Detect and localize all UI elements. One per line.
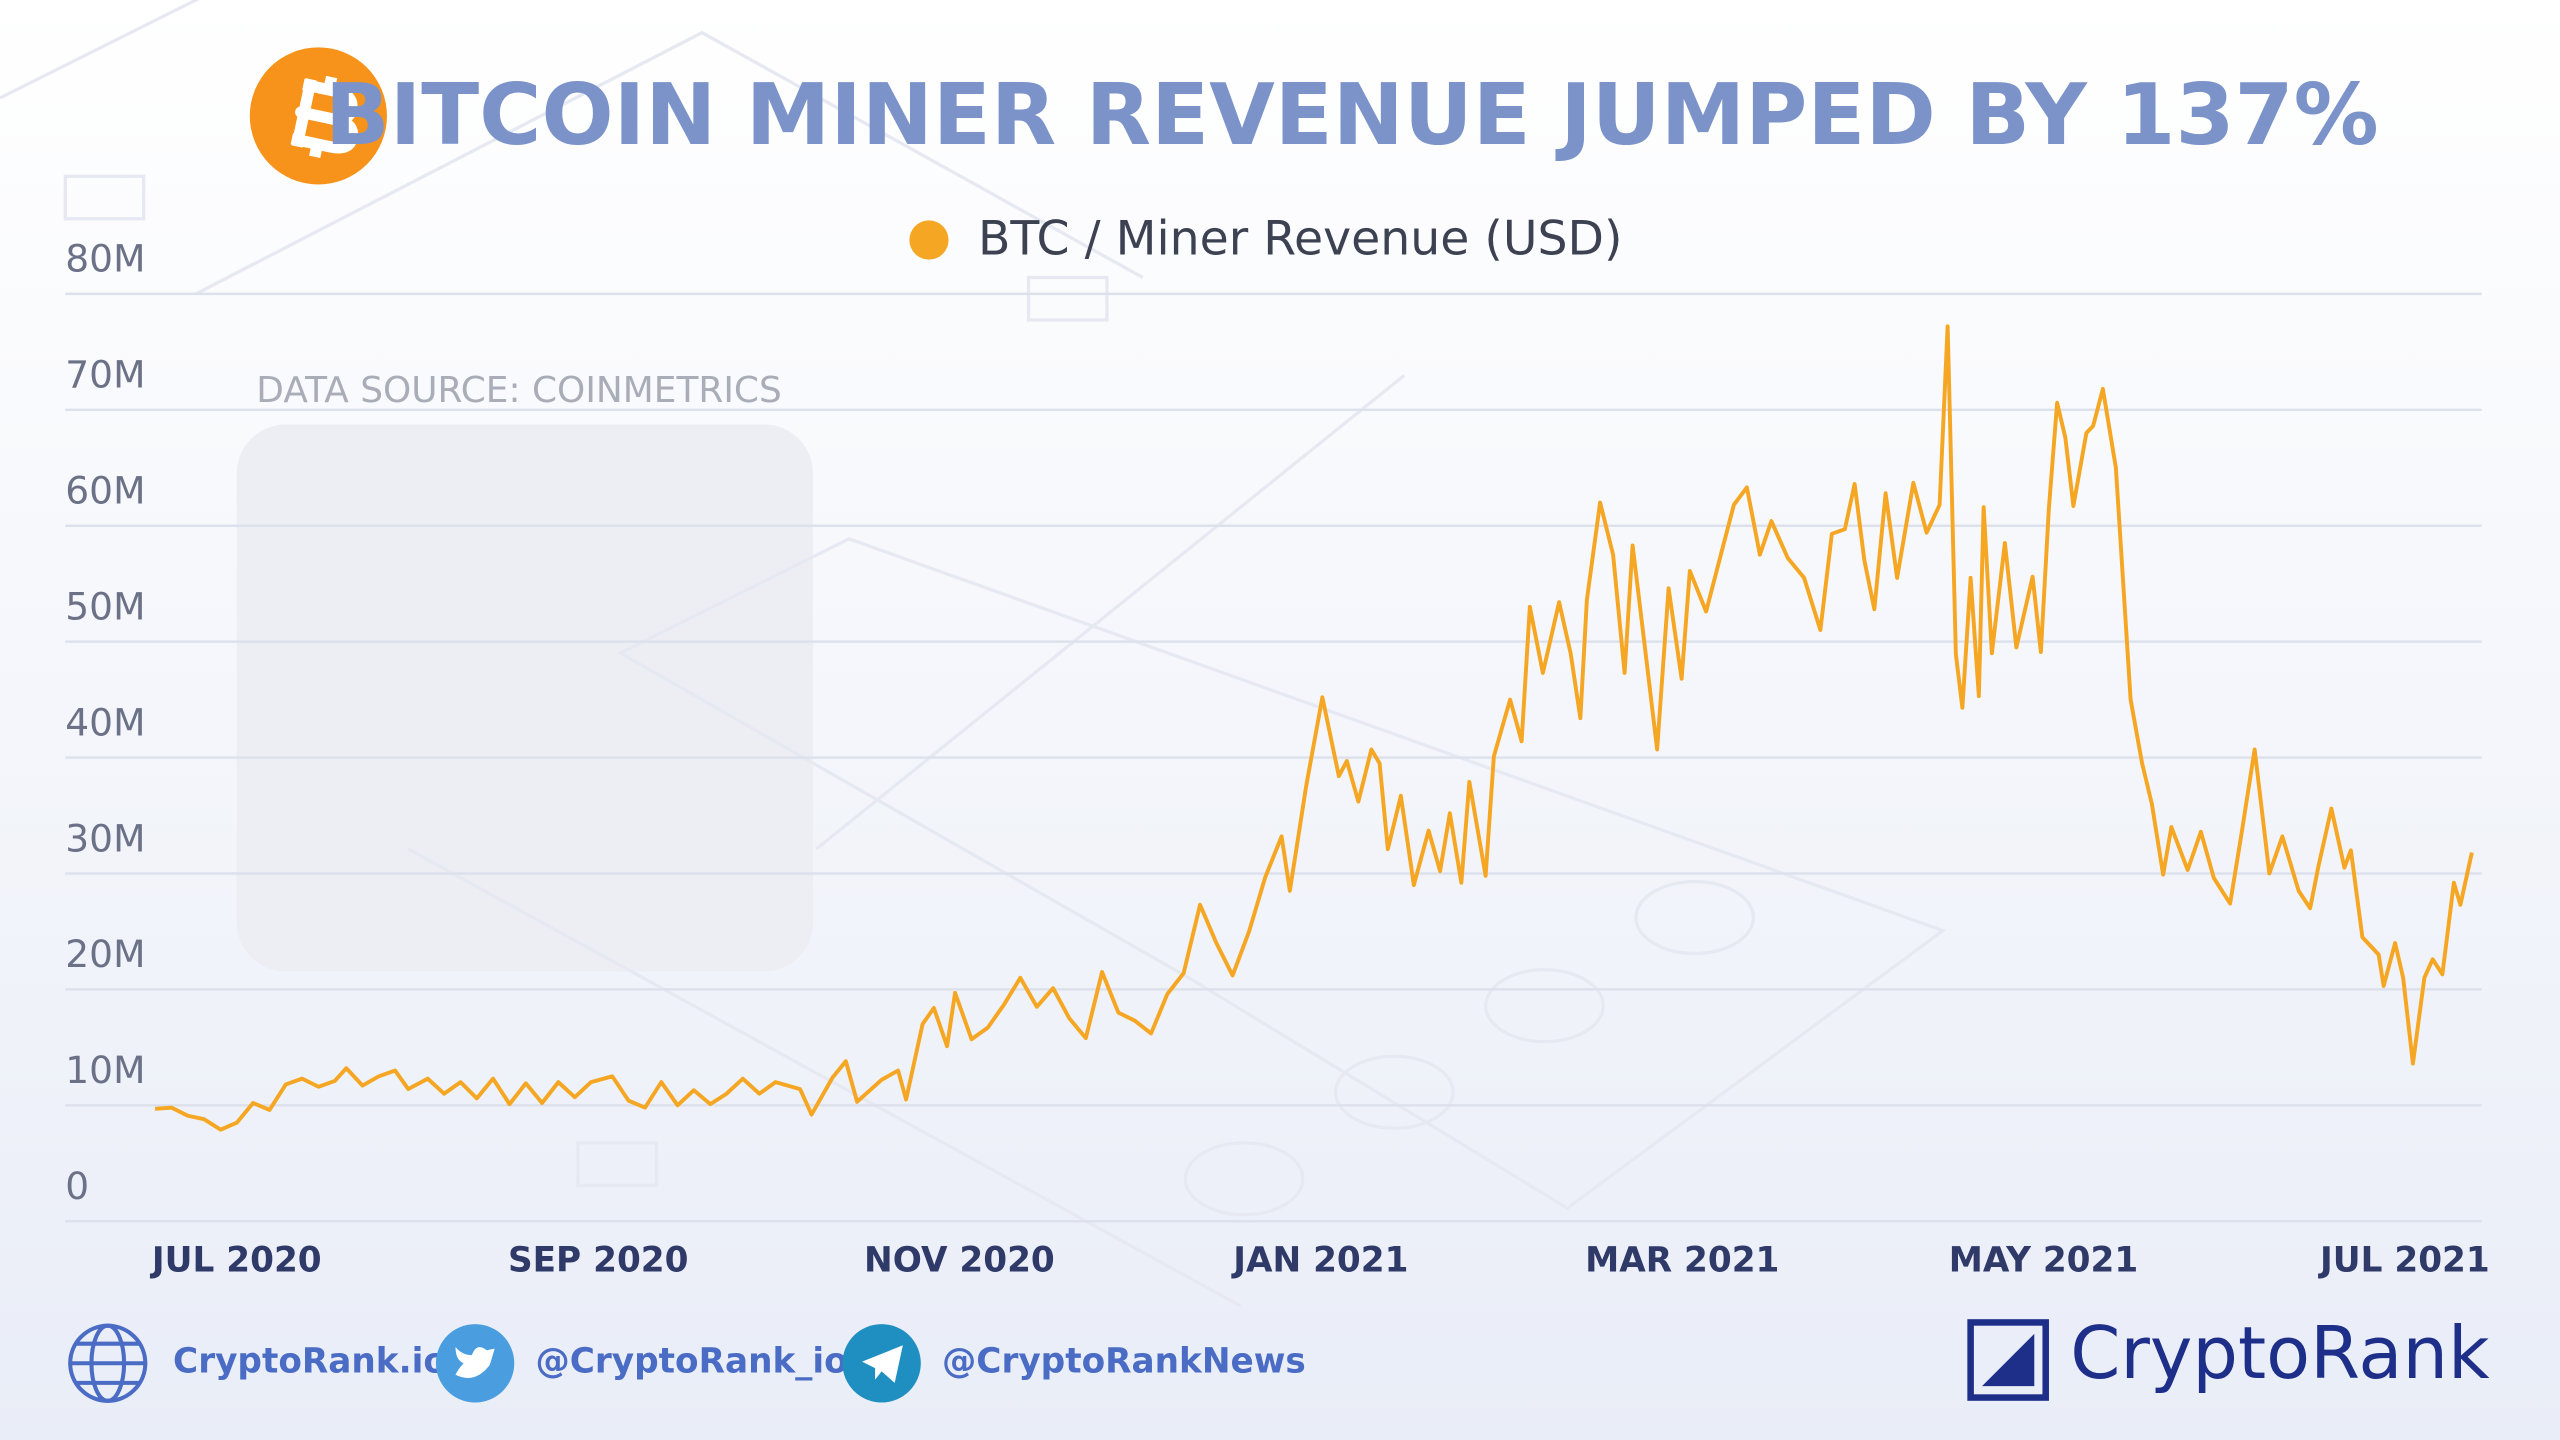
- y-tick-label: 10M: [65, 1048, 145, 1092]
- y-tick-label: 0: [65, 1164, 89, 1208]
- y-tick-label: 30M: [65, 816, 145, 860]
- plot-area: 0 10M 20M 30M 40M 50M 60M 70M 80M JUL 2020 SEP 202…: [65, 212, 2489, 1281]
- x-tick-label: JUL 2020: [150, 1241, 322, 1281]
- telegram-plane: [862, 1345, 903, 1383]
- website-link[interactable]: CryptoRank.io: [173, 1342, 447, 1382]
- data-line: [154, 324, 2474, 1132]
- twitter-link[interactable]: @CryptoRank_io: [536, 1342, 848, 1382]
- footer: CryptoRank.io @CryptoRank_io @CryptoRank…: [68, 1311, 2490, 1403]
- legend-marker: [909, 220, 949, 260]
- y-tick-label: 80M: [65, 237, 145, 281]
- y-tick-label: 50M: [65, 584, 145, 628]
- x-tick-label: JAN 2021: [1231, 1241, 1408, 1281]
- twitter-bird: [455, 1346, 495, 1378]
- y-tick-label: 70M: [65, 353, 145, 397]
- chart-title: BITCOIN MINER REVENUE JUMPED BY 137%: [325, 66, 2379, 165]
- x-tick-label: SEP 2020: [508, 1241, 689, 1281]
- y-tick-label: 40M: [65, 700, 145, 744]
- telegram-link[interactable]: @CryptoRankNews: [942, 1342, 1306, 1382]
- brand-name: CryptoRank: [2070, 1311, 2490, 1395]
- x-tick-label: JUL 2021: [2318, 1241, 2490, 1281]
- y-tick-label: 20M: [65, 932, 145, 976]
- legend-label: BTC / Miner Revenue (USD): [978, 212, 1622, 267]
- globe-icon: [68, 1323, 148, 1403]
- x-tick-label: MAY 2021: [1949, 1241, 2138, 1281]
- bitcoin-logo: [249, 47, 387, 185]
- decoration: [0, 0, 1947, 1308]
- x-tick-label: MAR 2021: [1585, 1241, 1779, 1281]
- y-tick-label: 60M: [65, 469, 145, 513]
- x-tick-label: NOV 2020: [864, 1241, 1055, 1281]
- source-annotation: DATA SOURCE: COINMETRICS: [256, 370, 781, 411]
